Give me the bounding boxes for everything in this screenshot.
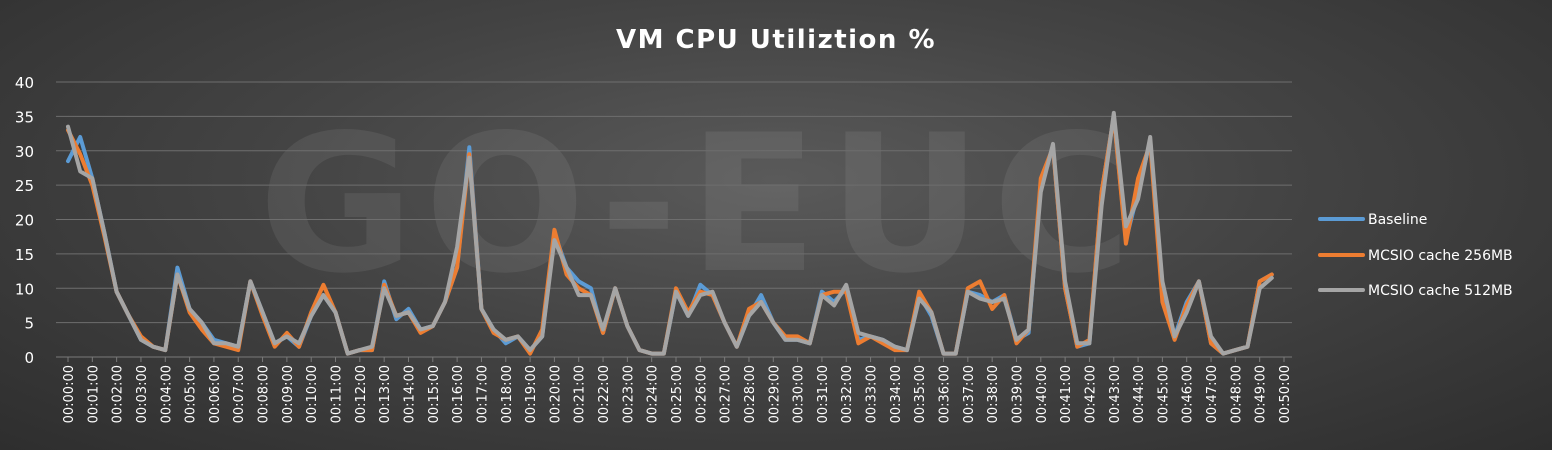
x-tick-label: 00:25:00 (670, 365, 685, 423)
y-tick-label: 35 (15, 108, 34, 126)
x-tick-label: 00:32:00 (840, 365, 855, 423)
x-tick-label: 00:36:00 (938, 365, 953, 423)
x-tick-label: 00:01:00 (86, 365, 101, 423)
series-lines (66, 110, 1274, 356)
x-tick-label: 00:27:00 (719, 365, 734, 423)
y-tick-label: 25 (15, 177, 34, 195)
legend: Baseline MCSIO cache 256MB MCSIO cache 512… (1318, 212, 1513, 299)
y-tick-label: 40 (15, 74, 34, 92)
x-tick-label: 00:17:00 (475, 365, 490, 423)
x-tick-label: 00:33:00 (865, 365, 880, 423)
x-tick-label: 00:43:00 (1108, 365, 1123, 423)
y-tick-label: 20 (15, 212, 34, 230)
x-tick-label: 00:23:00 (621, 365, 636, 423)
x-tick-label: 00:06:00 (208, 365, 223, 423)
x-tick-label: 00:45:00 (1156, 365, 1171, 423)
y-tick-label: 30 (15, 143, 34, 161)
legend-label-0: Baseline (1368, 212, 1427, 228)
x-tick-label: 00:19:00 (524, 365, 539, 423)
x-tick-label: 00:05:00 (184, 365, 199, 423)
x-tick-label: 00:13:00 (378, 365, 393, 423)
chart-title: VM CPU Utiliztion % (616, 25, 936, 55)
x-tick-label: 00:03:00 (135, 365, 150, 423)
x-tick-label: 00:02:00 (111, 365, 126, 423)
x-tick-label: 00:15:00 (427, 365, 442, 423)
x-tick-label: 00:24:00 (646, 365, 661, 423)
x-tick-label: 00:38:00 (986, 365, 1001, 423)
x-tick-label: 00:34:00 (889, 365, 904, 423)
x-tick-label: 00:35:00 (913, 365, 928, 423)
series-line-mcsio-cache-512mb (66, 110, 1274, 356)
x-tick-label: 00:14:00 (402, 365, 417, 423)
x-tick-label: 00:50:00 (1278, 365, 1293, 423)
x-tick-label: 00:46:00 (1181, 365, 1196, 423)
y-tick-label: 5 (24, 315, 34, 333)
x-tick-label: 00:48:00 (1229, 365, 1244, 423)
x-tick-label: 00:39:00 (1010, 365, 1025, 423)
x-tick-label: 00:08:00 (257, 365, 272, 423)
x-tick-label: 00:16:00 (451, 365, 466, 423)
x-tick-label: 00:40:00 (1035, 365, 1050, 423)
x-tick-label: 00:31:00 (816, 365, 831, 423)
x-tick-label: 00:11:00 (330, 365, 345, 423)
x-tick-label: 00:20:00 (548, 365, 563, 423)
x-tick-label: 00:18:00 (500, 365, 515, 423)
x-axis: 00:00:00 00:01:00 00:02:00 00:03:00 00:04:00… (62, 357, 1293, 423)
x-tick-label: 00:09:00 (281, 365, 296, 423)
x-tick-label: 00:29:00 (767, 365, 782, 423)
x-tick-label: 00:21:00 (573, 365, 588, 423)
x-tick-label: 00:42:00 (1083, 365, 1098, 423)
y-tick-label: 10 (15, 280, 34, 298)
x-tick-label: 00:28:00 (743, 365, 758, 423)
x-tick-label: 00:44:00 (1132, 365, 1147, 423)
x-tick-label: 00:07:00 (232, 365, 247, 423)
x-tick-label: 00:47:00 (1205, 365, 1220, 423)
legend-label-2: MCSIO cache 512MB (1368, 283, 1513, 299)
watermark-text: GO-EUC (258, 94, 1141, 315)
y-tick-label: 15 (15, 246, 34, 264)
x-tick-label: 00:30:00 (792, 365, 807, 423)
x-tick-label: 00:49:00 (1254, 365, 1269, 423)
x-tick-label: 00:22:00 (597, 365, 612, 423)
x-tick-label: 00:00:00 (62, 365, 77, 423)
x-tick-label: 00:10:00 (305, 365, 320, 423)
x-tick-label: 00:41:00 (1059, 365, 1074, 423)
y-tick-label: 0 (24, 349, 34, 367)
x-tick-label: 00:04:00 (159, 365, 174, 423)
y-axis: 0 5 10 15 20 25 30 35 40 (15, 74, 34, 367)
gridlines (56, 81, 1292, 358)
legend-label-1: MCSIO cache 256MB (1368, 248, 1513, 264)
x-tick-label: 00:12:00 (354, 365, 369, 423)
x-tick-label: 00:26:00 (694, 365, 709, 423)
x-tick-label: 00:37:00 (962, 365, 977, 423)
